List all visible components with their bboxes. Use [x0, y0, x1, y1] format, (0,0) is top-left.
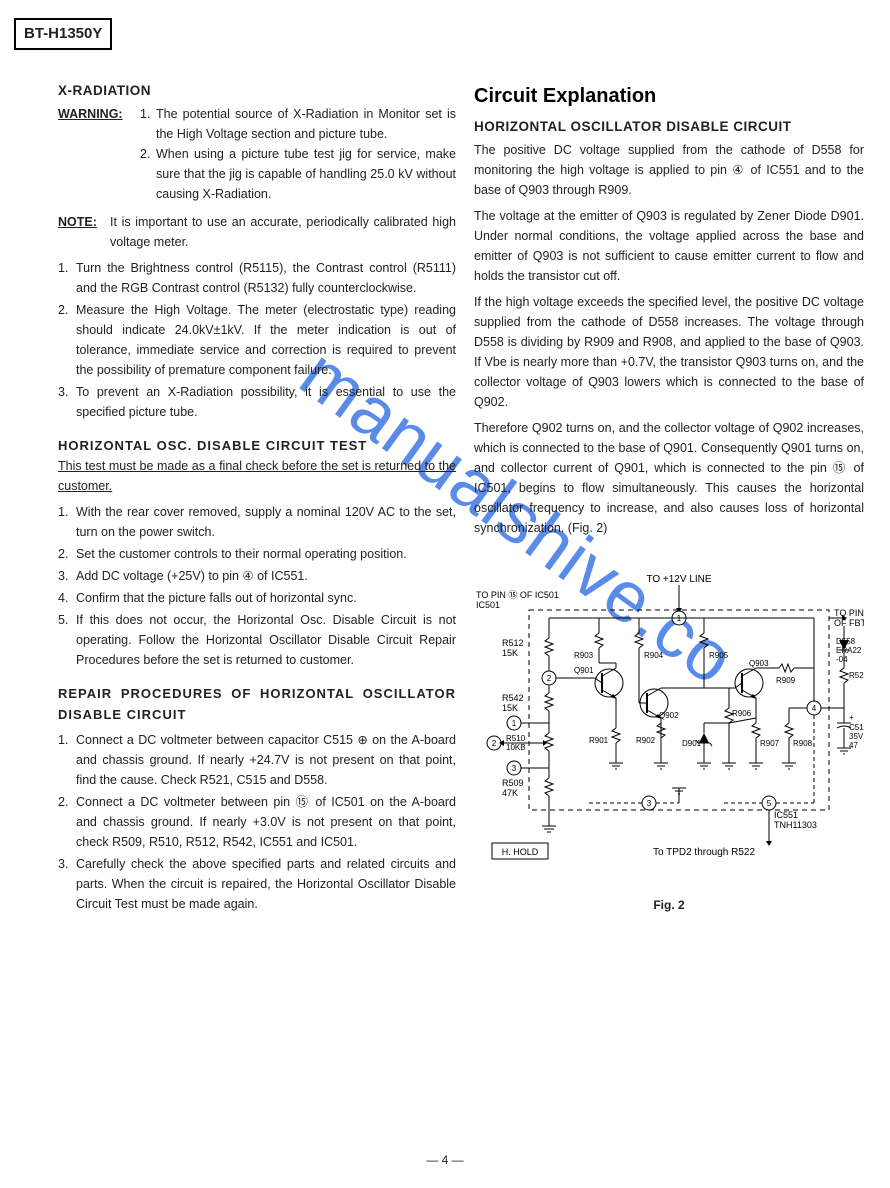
comp-r512: R512	[502, 638, 524, 648]
svg-text:47: 47	[849, 741, 858, 750]
label-hhold: H. HOLD	[502, 847, 539, 857]
comp-r908: R908	[793, 739, 813, 748]
comp-d558: D558	[836, 637, 856, 646]
comp-r521: R521	[849, 671, 864, 680]
note-text: It is important to use an accurate, peri…	[110, 212, 456, 252]
svg-text:5: 5	[767, 799, 772, 808]
circuit-svg: TO +12V LINE 1 TO PIN ⑮ OF IC501 IC501 T…	[474, 568, 864, 888]
comp-r903: R903	[574, 651, 594, 660]
hosc-test-note: This test must be made as a final check …	[58, 456, 456, 496]
warning-item-1: The potential source of X-Radiation in M…	[156, 104, 456, 144]
comp-ic551: IC551	[774, 810, 798, 820]
warning-block: WARNING: 1. The potential source of X-Ra…	[58, 104, 456, 204]
label-topright1: TO PIN ②	[834, 608, 864, 618]
repair-step-1: Connect a DC voltmeter between capacitor…	[76, 730, 456, 790]
svg-text:+: +	[849, 713, 854, 722]
xray-step-2: Measure the High Voltage. The meter (ele…	[76, 300, 456, 380]
para-3: If the high voltage exceeds the specifie…	[474, 292, 864, 412]
para-4: Therefore Q902 turns on, and the collect…	[474, 418, 864, 538]
label-topleft: TO PIN ⑮ OF IC501	[476, 590, 559, 600]
comp-q902: Q902	[659, 711, 679, 720]
comp-r509: R509	[502, 778, 524, 788]
xray-step-3: To prevent an X-Radiation possibility, i…	[76, 382, 456, 422]
hosc-step-3: Add DC voltage (+25V) to pin ④ of IC551.	[76, 566, 456, 586]
hosc-step-5: If this does not occur, the Horizontal O…	[76, 610, 456, 670]
label-top: TO +12V LINE	[646, 574, 711, 585]
page-number: — 4 —	[0, 1151, 890, 1170]
svg-text:3: 3	[647, 799, 652, 808]
comp-r905: R905	[709, 651, 729, 660]
circuit-explanation-heading: Circuit Explanation	[474, 80, 864, 112]
comp-r904: R904	[644, 651, 664, 660]
comp-r902: R902	[636, 736, 656, 745]
hosc-disable-heading: HORIZONTAL OSCILLATOR DISABLE CIRCUIT	[474, 116, 864, 138]
svg-text:10KB: 10KB	[506, 743, 526, 752]
right-column: Circuit Explanation HORIZONTAL OSCILLATO…	[474, 80, 864, 928]
para-1: The positive DC voltage supplied from th…	[474, 140, 864, 200]
comp-c515: C515	[849, 723, 864, 732]
repair-heading: REPAIR PROCEDURES OF HORIZONTAL OSCILLAT…	[58, 684, 456, 726]
comp-q901: Q901	[574, 666, 594, 675]
xradiation-heading: X-RADIATION	[58, 80, 456, 102]
repair-step-3: Carefully check the above specified part…	[76, 854, 456, 914]
comp-q903: Q903	[749, 659, 769, 668]
fig-caption: Fig. 2	[474, 896, 864, 915]
svg-text:47K: 47K	[502, 788, 518, 798]
comp-r510: R510	[506, 734, 526, 743]
comp-r542: R542	[502, 693, 524, 703]
circuit-diagram: TO +12V LINE 1 TO PIN ⑮ OF IC501 IC501 T…	[474, 568, 864, 908]
svg-text:IC501: IC501	[476, 600, 500, 610]
repair-step-2: Connect a DC voltmeter between pin ⑮ of …	[76, 792, 456, 852]
hosc-test-heading: HORIZONTAL OSC. DISABLE CIRCUIT TEST	[58, 436, 456, 457]
svg-text:1: 1	[512, 719, 517, 728]
hosc-step-2: Set the customer controls to their norma…	[76, 544, 456, 564]
model-number: BT-H1350Y	[14, 18, 112, 50]
svg-text:15K: 15K	[502, 703, 518, 713]
warning-num-2: 2.	[140, 144, 156, 204]
label-bottom: To TPD2 through R522	[653, 847, 756, 858]
left-column: X-RADIATION WARNING: 1. The potential so…	[58, 80, 456, 928]
repair-steps: 1.Connect a DC voltmeter between capacit…	[58, 730, 456, 914]
svg-text:2: 2	[547, 674, 552, 683]
page-content: X-RADIATION WARNING: 1. The potential so…	[58, 80, 852, 928]
warning-num-1: 1.	[140, 104, 156, 144]
svg-text:TNH11303: TNH11303	[774, 820, 817, 830]
warning-label: WARNING:	[58, 104, 140, 204]
note-label: NOTE:	[58, 212, 110, 252]
svg-text:35V: 35V	[849, 732, 864, 741]
xray-step-1: Turn the Brightness control (R5115), the…	[76, 258, 456, 298]
comp-d901: D901	[682, 739, 702, 748]
comp-r909: R909	[776, 676, 796, 685]
label-topright2: OF FBT.	[834, 618, 864, 628]
svg-text:3: 3	[512, 764, 517, 773]
para-2: The voltage at the emitter of Q903 is re…	[474, 206, 864, 286]
xray-steps: 1.Turn the Brightness control (R5115), t…	[58, 258, 456, 422]
svg-text:ERA22: ERA22	[836, 646, 862, 655]
warning-item-2: When using a picture tube test jig for s…	[156, 144, 456, 204]
comp-r907: R907	[760, 739, 780, 748]
hosc-step-1: With the rear cover removed, supply a no…	[76, 502, 456, 542]
comp-r901: R901	[589, 736, 609, 745]
svg-text:15K: 15K	[502, 648, 518, 658]
hosc-step-4: Confirm that the picture falls out of ho…	[76, 588, 456, 608]
note-block: NOTE: It is important to use an accurate…	[58, 212, 456, 252]
hosc-test-steps: 1.With the rear cover removed, supply a …	[58, 502, 456, 670]
comp-r906: R906	[732, 709, 752, 718]
svg-text:2: 2	[492, 739, 497, 748]
svg-text:-04: -04	[836, 655, 848, 664]
svg-text:4: 4	[812, 704, 817, 713]
